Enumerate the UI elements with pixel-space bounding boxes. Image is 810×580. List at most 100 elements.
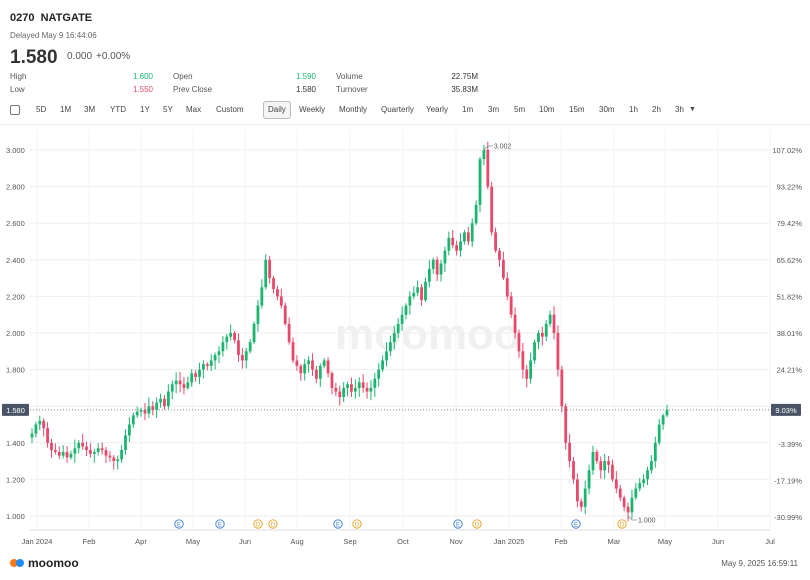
candle-body [213, 354, 217, 361]
tab-3min[interactable]: 3m [488, 105, 500, 114]
candle-body [482, 150, 486, 160]
tab-monthly[interactable]: Monthly [339, 105, 368, 114]
tab-5d[interactable]: 5D [36, 105, 47, 114]
earnings-marker[interactable]: E [333, 519, 343, 529]
candle-body [603, 461, 607, 471]
pct-tick-label: -3.39% [778, 440, 802, 449]
x-tick-label: Nov [449, 537, 463, 546]
candle-body [198, 369, 201, 377]
x-tick-label: Jun [239, 537, 251, 546]
candlestick-chart[interactable]: moomoo 3.000 2.800 2.600 2.400 2.200 2.000 1.8… [0, 126, 810, 550]
dividend-marker[interactable]: D [268, 519, 278, 529]
max-label: 3.002 [494, 144, 512, 151]
tab-15min[interactable]: 15m [569, 105, 585, 114]
moomoo-logo: moomoo [10, 556, 79, 570]
candle-body [38, 420, 42, 425]
candle-body [540, 333, 544, 337]
candle-body [435, 259, 439, 275]
candle-body [385, 351, 388, 361]
tab-1h[interactable]: 1h [629, 105, 638, 114]
tab-quarterly[interactable]: Quarterly [381, 105, 414, 114]
candle-body [560, 369, 564, 407]
tab-max[interactable]: Max [186, 105, 202, 114]
tab-yearly[interactable]: Yearly [426, 105, 448, 114]
event-letter: D [256, 523, 261, 529]
x-tick-label: May [186, 537, 200, 546]
y-tick-label: 2.000 [6, 329, 25, 338]
candle-body [579, 501, 583, 507]
tab-3h[interactable]: 3h [675, 105, 684, 114]
calendar-icon[interactable] [10, 105, 20, 115]
event-circle [268, 519, 278, 529]
earnings-marker[interactable]: E [215, 519, 225, 529]
candle-body [611, 464, 614, 480]
low-label: Low [10, 85, 25, 94]
tab-custom[interactable]: Custom [216, 105, 244, 114]
logo-text: moomoo [28, 556, 79, 570]
tab-1m[interactable]: 1M [60, 105, 72, 114]
candle-body [61, 451, 65, 456]
dividend-marker[interactable]: D [253, 519, 263, 529]
divider [0, 124, 810, 125]
tab-5min[interactable]: 5m [514, 105, 526, 114]
y-axis: 3.0002.8002.6002.4002.2002.0001.8001.600… [6, 146, 25, 521]
tab-ytd[interactable]: YTD [110, 105, 126, 114]
candle-body [357, 382, 361, 388]
candle-body [338, 391, 342, 398]
y-tick-label: 2.200 [6, 292, 25, 301]
pct-tick-label: 24.21% [777, 366, 803, 375]
candle-body [272, 278, 275, 290]
dividend-marker[interactable]: D [617, 519, 627, 529]
candle-body [525, 369, 529, 379]
dividend-marker[interactable]: D [472, 519, 482, 529]
dividend-marker[interactable]: D [352, 519, 362, 529]
candle-body [614, 479, 618, 489]
earnings-marker[interactable]: E [453, 519, 463, 529]
event-letter: D [271, 523, 276, 529]
candle-body [46, 428, 49, 443]
candle-body [361, 382, 365, 388]
candle-body [127, 424, 131, 436]
current-pct-tag [771, 403, 801, 416]
candle-body [505, 278, 509, 297]
tab-10min[interactable]: 10m [539, 105, 555, 114]
tab-2h[interactable]: 2h [652, 105, 661, 114]
candle-body [283, 305, 287, 324]
chevron-down-icon[interactable]: ▼ [689, 106, 696, 113]
pct-axis: 107.02% 93.22% 79.42% 65.62% 51.82% 38.01% 24.… [772, 146, 802, 522]
candle-body [427, 268, 431, 282]
tab-daily[interactable]: Daily [263, 101, 291, 119]
candle-body [248, 342, 252, 352]
earnings-marker[interactable]: E [571, 519, 581, 529]
candle-body [330, 373, 334, 388]
tab-1min[interactable]: 1m [462, 105, 474, 114]
candle-body [194, 373, 198, 377]
candle-body [112, 457, 116, 462]
event-circle [174, 519, 184, 529]
tab-3m[interactable]: 3M [84, 105, 96, 114]
candle-body [478, 159, 482, 205]
watermark: moomoo [335, 310, 521, 359]
candle-body [544, 323, 548, 337]
candle-body [591, 451, 595, 471]
candle-body [350, 384, 353, 392]
candle-body [217, 351, 221, 355]
candle-body [299, 365, 303, 374]
candle-body [439, 263, 443, 275]
last-price: 1.580 [10, 47, 58, 68]
event-letter: D [355, 523, 360, 529]
x-tick-label: Feb [83, 537, 96, 546]
candle-body [131, 415, 135, 425]
candle-body [638, 483, 642, 489]
candle-body [537, 333, 540, 343]
pct-tick-label: 38.01% [777, 329, 803, 338]
tab-1y[interactable]: 1Y [140, 105, 150, 114]
tab-30min[interactable]: 30m [599, 105, 615, 114]
candle-body [583, 488, 587, 507]
tab-5y[interactable]: 5Y [163, 105, 173, 114]
candle-body [556, 333, 560, 370]
candle-body [96, 448, 100, 452]
tab-weekly[interactable]: Weekly [299, 105, 326, 114]
y-tick-label: 1.800 [6, 366, 25, 375]
earnings-marker[interactable]: E [174, 519, 184, 529]
